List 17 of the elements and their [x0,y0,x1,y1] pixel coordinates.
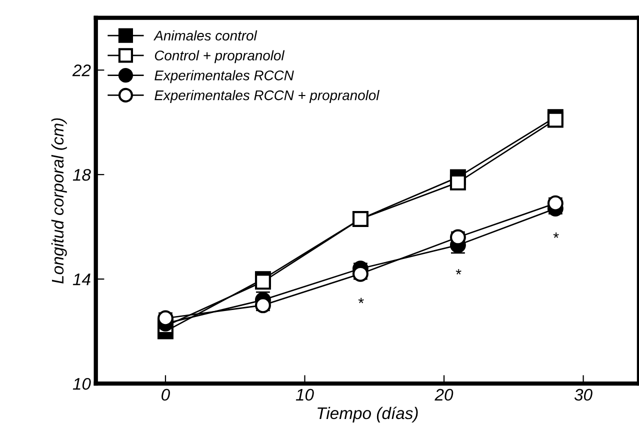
x-tick-label: 0 [162,388,170,401]
legend-label: Control + propranolol [154,50,285,64]
x-axis-title: Tiempo (días) [318,406,418,422]
y-tick-label: 18 [72,168,91,181]
y-tick-label: 10 [72,378,91,390]
x-tick-label: 10 [296,388,314,401]
legend-label: Animales control [154,30,258,41]
annotation: * [553,232,559,238]
x-tick-label: 30 [574,388,592,401]
y-tick-label: 22 [72,64,91,76]
annotation: * [456,269,462,274]
y-tick-label: 14 [72,274,90,286]
legend-label: Experimentales RCCN + propranolol [154,90,380,103]
x-tick-label: 20 [434,388,454,401]
y-axis-title: Longitud corporal (cm) [51,118,67,284]
legend-label: Experimentales RCCN [154,70,294,84]
annotation: * [358,298,364,304]
